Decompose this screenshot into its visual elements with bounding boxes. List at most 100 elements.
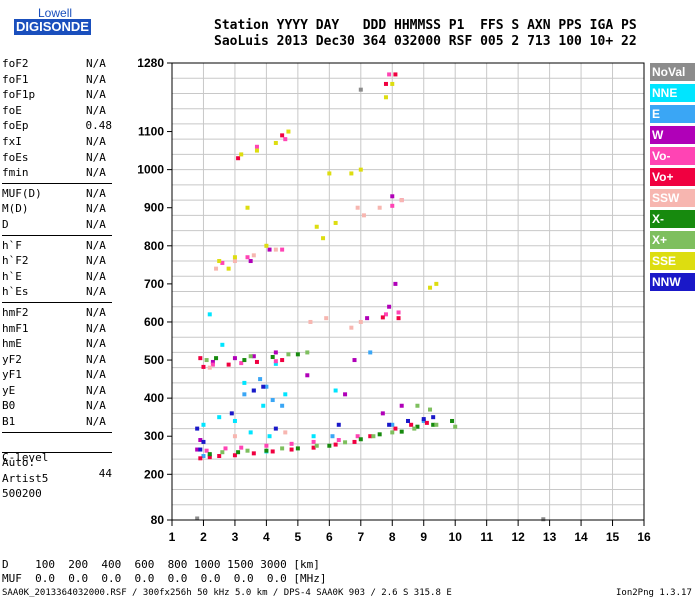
echo-point <box>273 140 278 145</box>
series-ssw <box>207 198 404 439</box>
x-tick-label: 5 <box>295 530 302 544</box>
echo-point <box>198 438 203 443</box>
parameter-label: foE <box>2 103 22 117</box>
parameter-label: fxI <box>2 134 22 148</box>
echo-point <box>270 355 275 360</box>
y-tick-label: 80 <box>151 513 165 527</box>
parameter-value: N/A <box>86 88 106 102</box>
echo-point <box>399 403 404 408</box>
parameter-label: D <box>2 217 9 231</box>
echo-point <box>358 167 363 172</box>
plot-frame <box>171 62 645 521</box>
echo-point <box>220 450 225 455</box>
divider <box>2 234 112 236</box>
distance-row: D 100 200 400 600 800 1000 1500 3000 [km… <box>2 558 320 571</box>
series-nnw <box>195 384 436 452</box>
echo-point <box>210 362 215 367</box>
echo-point <box>232 434 237 439</box>
echo-point <box>380 411 385 416</box>
echo-point <box>390 203 395 208</box>
echo-point <box>434 281 439 286</box>
echo-point <box>251 451 256 456</box>
echo-point <box>283 137 288 142</box>
echo-point <box>428 285 433 290</box>
parameter-row: D N/A <box>2 217 112 233</box>
echo-point <box>387 304 392 309</box>
echo-point <box>453 424 458 429</box>
echo-point <box>390 81 395 86</box>
echo-point <box>261 384 266 389</box>
echo-point <box>396 310 401 315</box>
autoscaling-line: Auto: <box>2 456 36 470</box>
parameter-value: N/A <box>86 269 106 283</box>
parameter-row: foF1p N/A <box>2 87 112 103</box>
echo-point <box>424 420 429 425</box>
echo-point <box>217 454 222 459</box>
parameter-value: N/A <box>86 254 106 268</box>
divider <box>2 452 112 454</box>
echo-point <box>314 224 319 229</box>
echo-point <box>333 220 338 225</box>
echo-point <box>330 434 335 439</box>
echo-point <box>201 422 206 427</box>
echo-point <box>295 352 300 357</box>
echo-point <box>207 452 212 457</box>
echo-point <box>352 358 357 363</box>
parameter-row: foF2 N/A <box>2 56 112 72</box>
echo-point <box>286 129 291 134</box>
parameter-row: B0 N/A <box>2 398 112 414</box>
parameter-label: B0 <box>2 399 16 413</box>
x-tick-label: 12 <box>511 530 525 544</box>
parameter-label: foF1 <box>2 72 29 86</box>
parameter-label: foF2 <box>2 57 29 70</box>
lowell-digisonde-logo: Lowell DIGISONDE <box>4 6 91 42</box>
echo-point <box>242 380 247 385</box>
parameter-row: foF1 N/A <box>2 72 112 88</box>
parameter-group-critical-freq: foF2 N/A foF1 N/A foF1p N/A foE N/A foEp 0.48 fxI N… <box>2 56 112 181</box>
x-tick-label: 11 <box>480 530 493 544</box>
echo-point <box>195 447 200 452</box>
echo-point <box>415 403 420 408</box>
parameter-label: hmF1 <box>2 321 29 335</box>
version-label: Ion2Png 1.3.17 <box>616 588 692 598</box>
echo-point <box>226 362 231 367</box>
clevel-value: 44 <box>98 466 112 480</box>
echo-point <box>245 448 250 453</box>
echo-point <box>261 403 266 408</box>
echo-point <box>399 198 404 203</box>
parameter-row: foEs N/A <box>2 150 112 166</box>
echo-point <box>273 359 278 364</box>
x-tick-label: 10 <box>449 530 463 544</box>
parameter-value: N/A <box>86 368 106 382</box>
parameter-label: h`Es <box>2 285 29 299</box>
parameter-label: h`F2 <box>2 254 29 268</box>
echo-point <box>314 443 319 448</box>
echo-point <box>311 445 316 450</box>
echo-point <box>270 398 275 403</box>
parameter-label: yF2 <box>2 352 22 366</box>
echo-point <box>267 247 272 252</box>
y-tick-label: 700 <box>144 277 164 291</box>
legend-item: E <box>650 105 695 123</box>
echo-point <box>311 439 316 444</box>
x-tick-label: 9 <box>420 530 427 544</box>
parameter-row: B1 N/A <box>2 414 112 430</box>
echo-point <box>251 388 256 393</box>
echo-point <box>239 152 244 157</box>
parameter-row: yF2 N/A <box>2 352 112 368</box>
source-info: SAA0K_2013364032000.RSF / 300fx256h 50 k… <box>2 588 452 598</box>
echo-point <box>258 377 263 382</box>
series-noval <box>195 87 546 522</box>
echo-point <box>349 171 354 176</box>
echo-point <box>270 449 275 454</box>
legend-item: X+ <box>650 231 695 249</box>
echo-point <box>214 356 219 361</box>
echo-point <box>289 441 294 446</box>
series-vo- <box>198 72 429 461</box>
logo-line2: DIGISONDE <box>14 19 91 35</box>
echo-point <box>415 424 420 429</box>
echo-point <box>333 442 338 447</box>
echo-point <box>355 205 360 210</box>
echo-point <box>214 266 219 271</box>
echo-point <box>207 312 212 317</box>
